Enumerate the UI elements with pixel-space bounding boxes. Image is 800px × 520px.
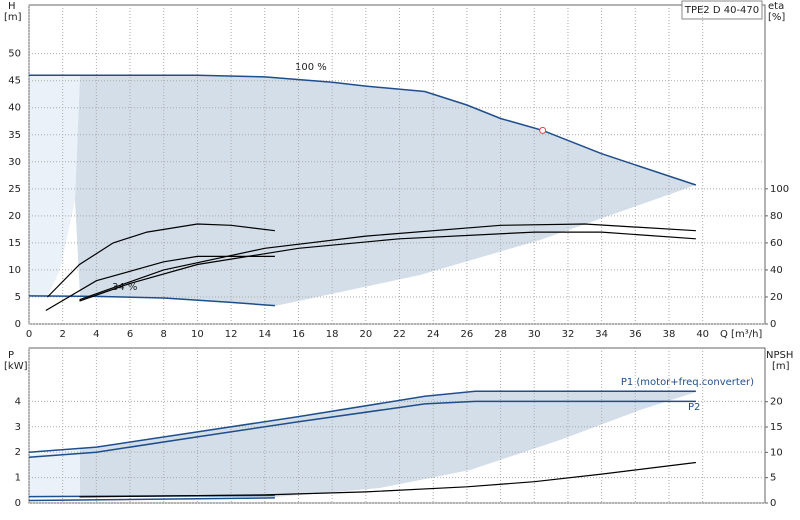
y-tick-label: 3 xyxy=(15,422,21,433)
curve xyxy=(28,295,275,307)
x-tick-label: 2 xyxy=(59,329,65,340)
curve xyxy=(79,231,696,302)
y-tick-label: 45 xyxy=(8,76,21,87)
x-tick-label: 14 xyxy=(258,329,271,340)
y2-unit: [m] xyxy=(772,361,790,372)
y-tick-label: 35 xyxy=(8,130,21,141)
duty-point xyxy=(539,126,547,134)
curve xyxy=(28,390,696,453)
series-label: P2 xyxy=(688,402,700,413)
x-tick-label: 32 xyxy=(562,329,575,340)
y-tick-label: 2 xyxy=(15,447,21,458)
label-box xyxy=(681,0,763,20)
x-tick-label: 34 xyxy=(595,329,608,340)
y2-tick-label: 20 xyxy=(770,292,783,303)
x-tick-label: 26 xyxy=(461,329,474,340)
y-label: H xyxy=(8,1,16,12)
x-tick-label: 10 xyxy=(191,329,204,340)
annotation: 34 % xyxy=(112,282,137,293)
y-tick-label: 25 xyxy=(8,184,21,195)
x-tick-label: 0 xyxy=(26,329,32,340)
series-label: P1 (motor+freq.converter) xyxy=(621,377,754,388)
x-tick-label: 16 xyxy=(292,329,305,340)
y2-tick-label: 5 xyxy=(770,473,776,484)
y2-tick-label: 0 xyxy=(770,498,776,509)
y-tick-label: 50 xyxy=(8,49,21,60)
x-tick-label: 6 xyxy=(127,329,133,340)
y2-tick-label: 10 xyxy=(770,447,783,458)
y-unit: [m] xyxy=(4,12,22,23)
curve xyxy=(79,461,696,498)
x-tick-label: 36 xyxy=(629,329,642,340)
x-tick-label: 20 xyxy=(359,329,372,340)
y2-tick-label: 80 xyxy=(770,211,783,222)
annotation: 100 % xyxy=(295,62,327,73)
curve xyxy=(47,223,275,298)
y2-tick-label: 100 xyxy=(770,184,789,195)
y2-tick-label: 60 xyxy=(770,238,783,249)
operating-region xyxy=(75,76,696,306)
y-tick-label: 5 xyxy=(15,292,21,303)
x-tick-label: 28 xyxy=(494,329,507,340)
x-label: Q [m³/h] xyxy=(720,329,762,340)
x-tick-label: 18 xyxy=(326,329,339,340)
y-tick-label: 4 xyxy=(15,396,21,407)
y-tick-label: 40 xyxy=(8,103,21,114)
x-tick-label: 38 xyxy=(663,329,676,340)
y2-tick-label: 20 xyxy=(770,397,783,408)
y2-label: NPSH xyxy=(766,350,793,361)
power-region xyxy=(80,392,696,497)
y-tick-label: 0 xyxy=(15,319,21,330)
pump-label: TPE2 D 40-470 xyxy=(684,5,759,16)
y-tick-label: 0 xyxy=(15,498,21,509)
x-tick-label: 4 xyxy=(93,329,99,340)
y-tick-label: 30 xyxy=(8,157,21,168)
x-tick-label: 24 xyxy=(427,329,440,340)
y-label: P xyxy=(8,350,14,361)
y2-tick-label: 15 xyxy=(770,422,783,433)
x-tick-label: 30 xyxy=(528,329,541,340)
plot-frame xyxy=(28,347,766,504)
x-tick-label: 22 xyxy=(393,329,406,340)
curve xyxy=(28,497,275,502)
y-unit: [kW] xyxy=(4,361,28,372)
curve xyxy=(45,255,275,312)
y2-tick-label: 0 xyxy=(770,319,776,330)
y-tick-label: 15 xyxy=(8,238,21,249)
y2-tick-label: 40 xyxy=(770,265,783,276)
curve xyxy=(29,74,697,186)
curve xyxy=(28,400,696,459)
y2-unit: [%] xyxy=(768,12,785,23)
curve xyxy=(79,223,696,301)
y-tick-label: 20 xyxy=(8,211,21,222)
x-tick-label: 8 xyxy=(161,329,167,340)
light-region xyxy=(29,76,80,297)
y2-label: eta xyxy=(768,1,784,12)
x-tick-label: 12 xyxy=(225,329,238,340)
y-tick-label: 1 xyxy=(15,473,21,484)
x-tick-label: 40 xyxy=(696,329,709,340)
light-region xyxy=(29,449,80,497)
y-tick-label: 10 xyxy=(8,265,21,276)
